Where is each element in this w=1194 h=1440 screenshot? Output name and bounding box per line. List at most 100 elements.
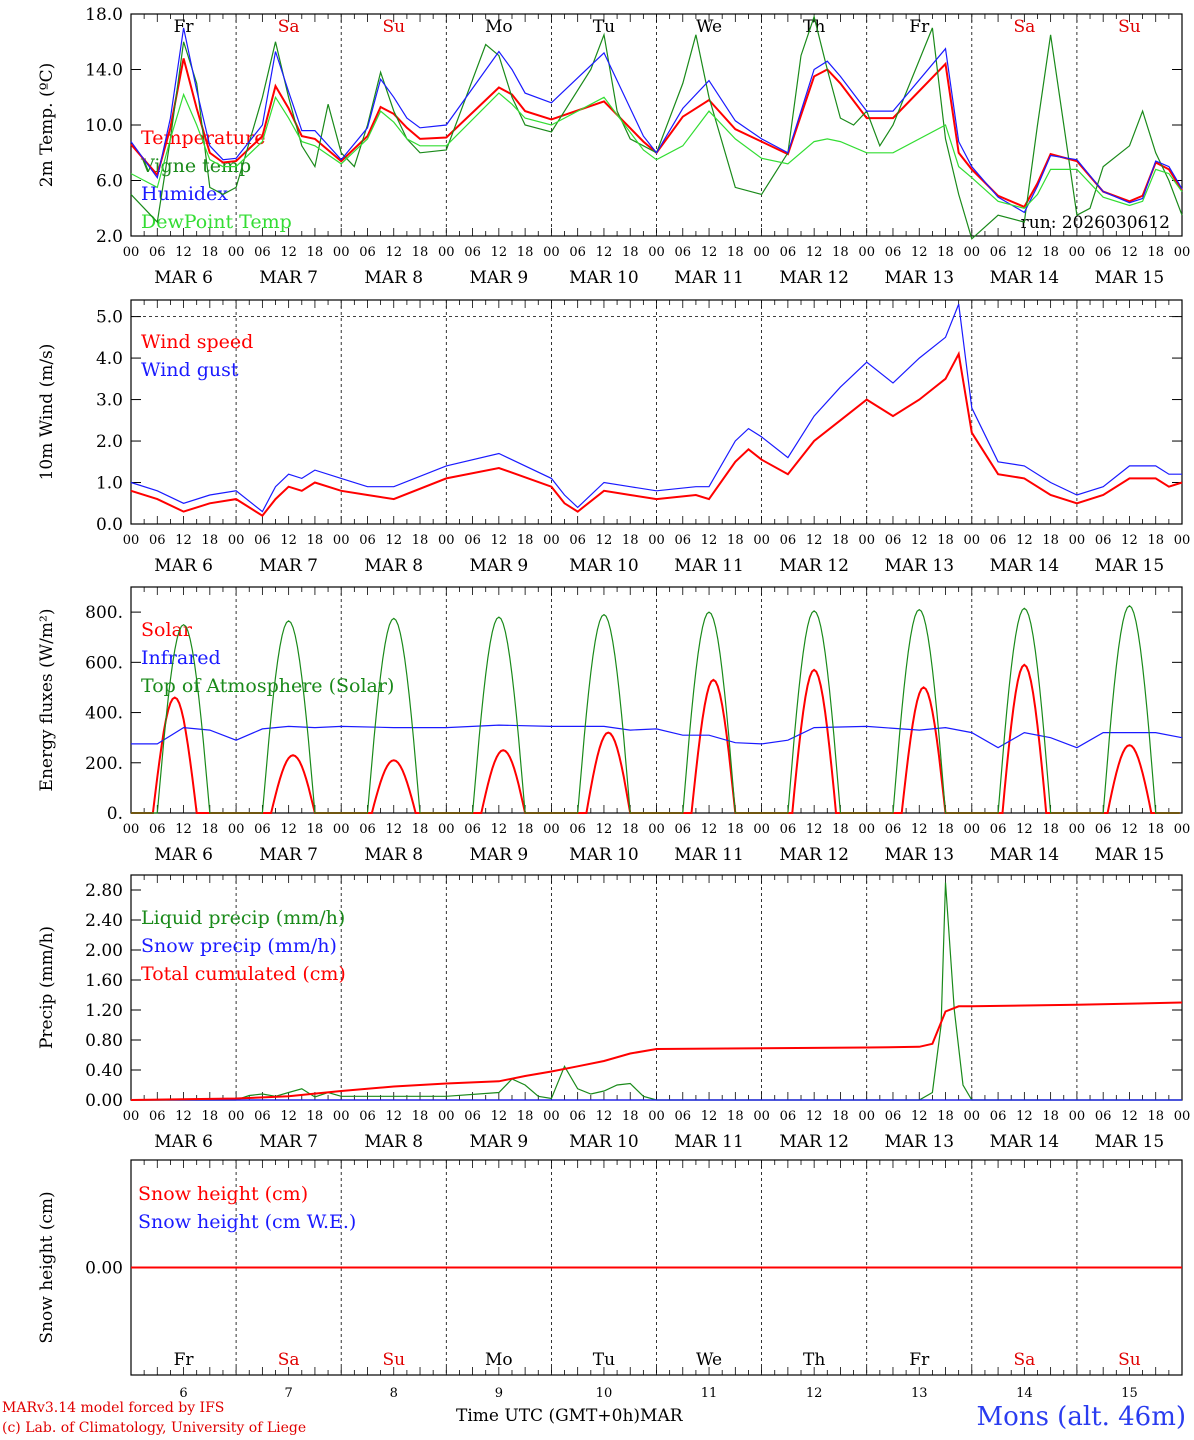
date-label: MAR 7 xyxy=(259,845,318,865)
y-axis-label: 10m Wind (m/s) xyxy=(37,344,57,481)
run-label: run: 2026030612 xyxy=(1021,213,1170,233)
hour-tick-label: 18 xyxy=(937,1109,954,1124)
hour-tick-label: 00 xyxy=(753,822,770,837)
hour-tick-label: 06 xyxy=(780,245,797,260)
weekday-label-top: Su xyxy=(382,17,405,37)
hour-tick-label: 06 xyxy=(990,822,1007,837)
hour-tick-label: 00 xyxy=(648,1109,665,1124)
hour-tick-label: 06 xyxy=(1095,822,1112,837)
hour-tick-label: 06 xyxy=(990,533,1007,548)
hour-tick-label: 06 xyxy=(149,822,166,837)
date-label: MAR 12 xyxy=(779,845,849,865)
day-number: 8 xyxy=(390,1386,398,1401)
hour-tick-label: 18 xyxy=(307,1109,324,1124)
legend-entry: Infrared xyxy=(141,647,221,669)
series-line xyxy=(130,350,1183,518)
hour-tick-label: 12 xyxy=(175,245,192,260)
hour-tick-label: 00 xyxy=(438,822,455,837)
hour-tick-label: 06 xyxy=(254,533,271,548)
hour-tick-label: 18 xyxy=(307,822,324,837)
hour-tick-label: 18 xyxy=(517,1109,534,1124)
hour-tick-label: 06 xyxy=(254,822,271,837)
weekday-label-bottom: Mo xyxy=(485,1350,513,1370)
date-label: MAR 10 xyxy=(569,845,639,865)
day-number: 10 xyxy=(596,1386,613,1401)
weekday-label-bottom: Tu xyxy=(593,1350,615,1370)
hour-tick-label: 06 xyxy=(359,533,376,548)
hour-tick-label: 00 xyxy=(543,1109,560,1124)
hour-tick-label: 12 xyxy=(1016,245,1033,260)
hour-tick-label: 18 xyxy=(202,822,219,837)
hour-tick-label: 00 xyxy=(333,245,350,260)
hour-tick-label: 18 xyxy=(832,245,849,260)
hour-tick-label: 12 xyxy=(596,1109,613,1124)
weekday-label-bottom: Sa xyxy=(1013,1350,1035,1370)
weekday-label-top: Mo xyxy=(485,17,513,37)
hour-tick-label: 18 xyxy=(832,1109,849,1124)
hour-tick-label: 12 xyxy=(1016,533,1033,548)
series-line xyxy=(131,605,1180,814)
hour-tick-label: 06 xyxy=(569,1109,586,1124)
date-label: MAR 6 xyxy=(154,556,213,576)
hour-tick-label: 12 xyxy=(911,822,928,837)
weekday-label-bottom: Su xyxy=(382,1350,405,1370)
x-axis-month: MAR xyxy=(640,1406,683,1426)
hour-tick-label: 00 xyxy=(964,245,981,260)
hour-tick-label: 12 xyxy=(911,245,928,260)
hour-tick-label: 18 xyxy=(412,245,429,260)
hour-tick-label: 12 xyxy=(280,533,297,548)
y-tick-label: 2.40 xyxy=(85,911,123,931)
hour-tick-label: 18 xyxy=(517,822,534,837)
hour-tick-label: 12 xyxy=(911,1109,928,1124)
y-tick-label: 0.00 xyxy=(85,1259,123,1279)
hour-tick-label: 12 xyxy=(1121,1109,1138,1124)
hour-tick-label: 00 xyxy=(858,245,875,260)
legend-entry: Total cumulated (cm) xyxy=(141,963,346,985)
hour-tick-label: 00 xyxy=(333,1109,350,1124)
y-tick-label: 2.0 xyxy=(96,432,123,452)
hour-tick-label: 06 xyxy=(1095,1109,1112,1124)
hour-tick-label: 06 xyxy=(675,1109,692,1124)
hour-tick-label: 06 xyxy=(464,533,481,548)
hour-tick-label: 00 xyxy=(1174,822,1191,837)
hour-tick-label: 06 xyxy=(359,822,376,837)
series-line xyxy=(130,1001,1183,1101)
y-tick-label: 1.60 xyxy=(85,971,123,991)
hour-tick-label: 00 xyxy=(964,822,981,837)
hour-tick-label: 18 xyxy=(412,533,429,548)
date-label: MAR 7 xyxy=(259,268,318,288)
hour-tick-label: 06 xyxy=(149,245,166,260)
hour-tick-label: 06 xyxy=(464,822,481,837)
weekday-label-top: Fr xyxy=(174,17,195,37)
hour-tick-label: 00 xyxy=(753,1109,770,1124)
weekday-label-top: Tu xyxy=(593,17,615,37)
hour-tick-label: 06 xyxy=(885,245,902,260)
hour-tick-label: 12 xyxy=(596,245,613,260)
date-label: MAR 11 xyxy=(674,1132,744,1152)
hour-tick-label: 12 xyxy=(491,533,508,548)
y-tick-label: 14.0 xyxy=(85,61,123,81)
hour-tick-label: 00 xyxy=(123,533,140,548)
y-tick-label: 6.0 xyxy=(96,172,123,192)
weekday-label-top: Sa xyxy=(1013,17,1035,37)
legend-entry: Top of Atmosphere (Solar) xyxy=(141,675,394,697)
hour-tick-label: 12 xyxy=(806,533,823,548)
weekday-label-top: Th xyxy=(803,17,825,37)
day-number: 7 xyxy=(285,1386,293,1401)
y-tick-label: 1.20 xyxy=(85,1001,123,1021)
hour-tick-label: 18 xyxy=(727,245,744,260)
hour-tick-label: 00 xyxy=(1069,1109,1086,1124)
hour-tick-label: 12 xyxy=(1016,822,1033,837)
hour-tick-label: 18 xyxy=(727,822,744,837)
date-label: MAR 6 xyxy=(154,268,213,288)
day-number: 13 xyxy=(911,1386,928,1401)
hour-tick-label: 00 xyxy=(228,822,245,837)
hour-tick-label: 12 xyxy=(280,245,297,260)
x-axis-title: Time UTC (GMT+0h) xyxy=(456,1406,641,1426)
hour-tick-label: 06 xyxy=(990,245,1007,260)
date-label: MAR 7 xyxy=(259,1132,318,1152)
hour-tick-label: 12 xyxy=(1121,533,1138,548)
hour-tick-label: 00 xyxy=(1174,245,1191,260)
hour-tick-label: 06 xyxy=(254,1109,271,1124)
series-line xyxy=(130,27,1183,214)
